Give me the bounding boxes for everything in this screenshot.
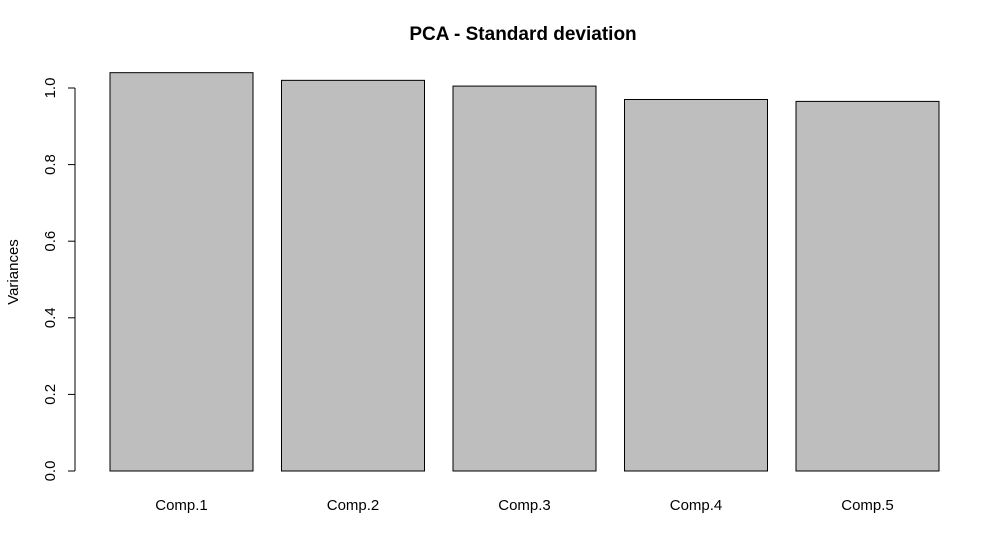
y-axis-label: Variances [5,239,22,305]
bar-comp-5 [795,100,940,472]
x-tick-label: Comp.5 [841,497,894,514]
bars [109,72,940,472]
y-tick-label: 0.8 [42,154,59,175]
bar-comp-1 [109,72,254,472]
y-tick-label: 0.6 [42,231,59,252]
x-tick-label: Comp.1 [155,497,208,514]
y-tick-label: 0.0 [42,461,59,482]
x-tick-label: Comp.2 [327,497,380,514]
y-axis: 0.0 0.2 0.4 0.6 0.8 1.0 [42,78,76,482]
y-tick-label: 0.2 [42,384,59,405]
x-axis-labels: Comp.1 Comp.2 Comp.3 Comp.4 Comp.5 [155,497,894,514]
bar-comp-2 [281,79,425,472]
bar-comp-4 [624,98,768,472]
x-tick-label: Comp.4 [670,497,723,514]
bar-comp-3 [452,85,597,472]
x-tick-label: Comp.3 [498,497,551,514]
y-tick-label: 0.4 [42,307,59,328]
chart-title: PCA - Standard deviation [409,24,636,45]
y-tick-label: 1.0 [42,78,59,99]
